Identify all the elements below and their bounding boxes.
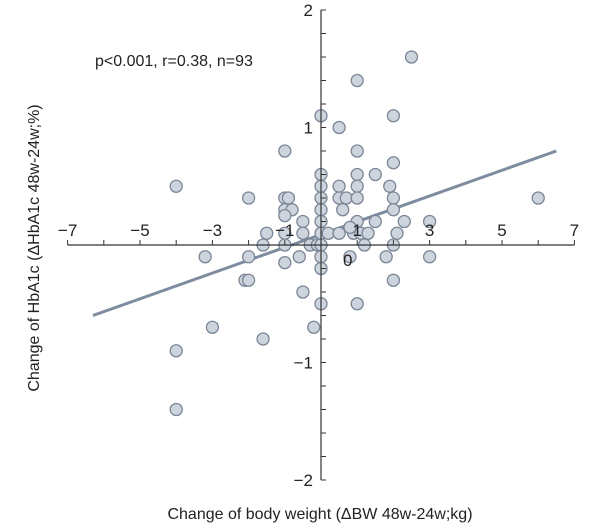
data-point [332, 179, 346, 193]
data-point [281, 191, 296, 205]
data-point [368, 167, 382, 182]
data-point [307, 320, 321, 334]
data-point [278, 144, 292, 158]
data-point [343, 220, 357, 235]
data-point [343, 250, 357, 264]
data-point [350, 191, 364, 205]
x-tick-label: −7 [58, 221, 77, 240]
data-point [336, 203, 350, 217]
data-point [205, 320, 220, 334]
y-tick-label: −2 [294, 471, 313, 490]
labels-layer: p<0.001, r=0.38, n=93 Change of body wei… [26, 53, 473, 523]
data-point [169, 344, 183, 358]
y-tick-label: 1 [304, 119, 313, 138]
data-point [350, 297, 364, 311]
data-point [350, 167, 364, 182]
data-point [332, 120, 346, 135]
x-tick-label: 5 [497, 221, 506, 240]
origin-label: 0 [343, 251, 352, 270]
data-point [390, 226, 404, 240]
data-point [296, 226, 310, 240]
data-point [361, 226, 375, 240]
data-point [198, 250, 212, 264]
data-point [278, 255, 292, 270]
x-tick-label: −5 [130, 221, 149, 240]
data-point [386, 156, 401, 170]
y-axis-title: Change of HbA1c (ΔHbA1c 48w-24w;%) [26, 104, 43, 391]
data-point [350, 144, 364, 158]
stats-annotation: p<0.001, r=0.38, n=93 [95, 53, 253, 70]
y-tick-label: 2 [304, 1, 313, 20]
data-point [169, 179, 183, 193]
data-point [531, 191, 545, 205]
data-point [169, 402, 183, 417]
data-point [260, 226, 274, 240]
data-point [404, 50, 419, 64]
x-tick-label: 3 [425, 221, 434, 240]
data-point [397, 214, 411, 229]
x-tick-label: −3 [203, 221, 222, 240]
data-point [386, 273, 401, 287]
data-point [379, 250, 393, 264]
x-tick-label: −1 [275, 221, 294, 240]
data-point [241, 250, 256, 264]
data-point [386, 203, 401, 217]
data-point [278, 208, 292, 223]
data-point [241, 191, 256, 205]
data-point [386, 109, 401, 123]
data-point [292, 250, 306, 264]
data-point [296, 285, 310, 299]
data-point [321, 226, 335, 240]
x-axis-title: Change of body weight (ΔBW 48w-24w;kg) [167, 506, 472, 523]
x-tick-label: 7 [570, 221, 579, 240]
data-point [296, 214, 310, 229]
y-tick-label: −1 [294, 354, 313, 373]
data-point [368, 214, 382, 229]
points-layer [169, 50, 545, 417]
data-point [386, 191, 401, 205]
data-point [339, 191, 353, 205]
data-point [241, 273, 256, 287]
data-point [383, 179, 397, 193]
x-tick-label: 1 [352, 221, 361, 240]
data-point [256, 332, 270, 346]
data-point [332, 226, 346, 240]
data-point [422, 214, 437, 229]
data-point [350, 73, 364, 88]
data-point [350, 179, 364, 193]
axes-layer: −7 −5 −3 −1 1 3 5 7 2 1 −1 −2 [58, 1, 579, 490]
data-point [422, 250, 437, 264]
